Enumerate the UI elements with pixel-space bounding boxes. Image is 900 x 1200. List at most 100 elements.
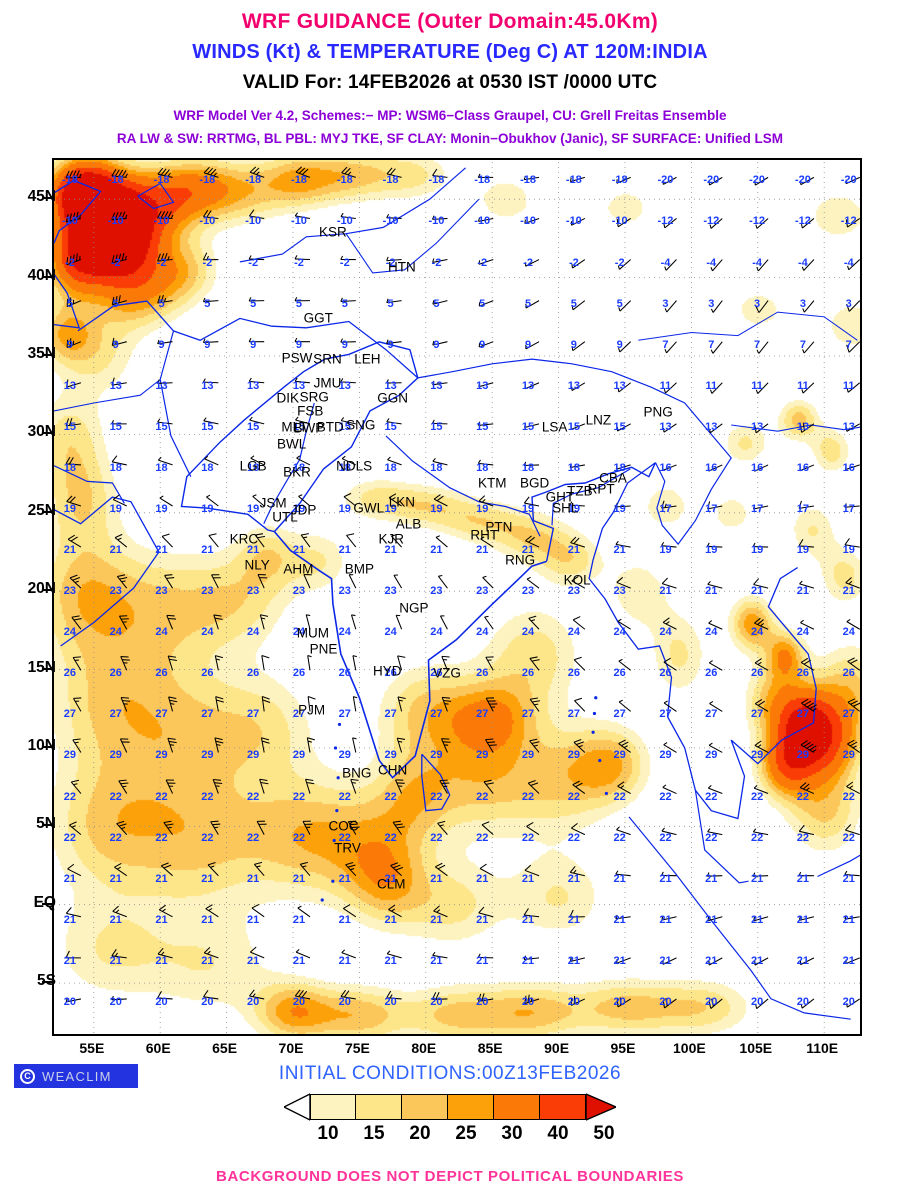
lon-tick-label: 70E xyxy=(278,1040,304,1056)
station-temperature: 21 xyxy=(796,872,810,885)
city-label-psw: PSW xyxy=(281,350,313,366)
station-temperature: 21 xyxy=(430,872,443,885)
station-temperature: 21 xyxy=(796,585,810,598)
station-temperature: 13 xyxy=(659,420,672,433)
colorbar-right-cap xyxy=(586,1093,616,1121)
colorbar-tick-label: 20 xyxy=(409,1123,431,1144)
city-label-alb: ALB xyxy=(395,516,422,532)
station-temperature: 27 xyxy=(109,708,122,721)
station-temperature: 26 xyxy=(63,667,77,680)
station-temperature: 18 xyxy=(613,461,626,474)
weaclim-badge[interactable]: C WEACLIM xyxy=(14,1064,138,1088)
station-temperature: 21 xyxy=(247,544,260,557)
station-temperature: 19 xyxy=(63,503,77,515)
station-temperature: 18 xyxy=(384,461,397,474)
colorbar-tick-label: 50 xyxy=(593,1123,615,1144)
lon-tick-label: 75E xyxy=(344,1040,370,1056)
station-temperature: 18 xyxy=(338,461,351,474)
model-config-line-2: RA LW & SW: RRTMG, BL PBL: MYJ TKE, SF C… xyxy=(116,131,784,146)
station-temperature: 16 xyxy=(796,461,810,474)
station-temperature: 21 xyxy=(384,872,397,885)
station-temperature: 13 xyxy=(476,379,489,392)
station-temperature: 24 xyxy=(109,626,122,639)
station-temperature: 20 xyxy=(201,995,214,1008)
city-label-vzg: VZG xyxy=(433,665,461,681)
city-label-pne: PNE xyxy=(309,641,338,657)
station-temperature: 3 xyxy=(799,297,806,310)
station-temperature: 21 xyxy=(521,544,535,557)
station-temperature: 13 xyxy=(430,379,443,392)
station-temperature: 13 xyxy=(521,379,535,392)
station-temperature: 21 xyxy=(659,913,672,926)
station-temperature: 19 xyxy=(247,503,260,515)
city-label-ahm: AHM xyxy=(283,561,314,577)
station-temperature: 21 xyxy=(338,872,351,885)
station-temperature: 26 xyxy=(292,667,306,680)
station-temperature: -18 xyxy=(428,174,445,187)
station-temperature: 24 xyxy=(796,626,810,639)
station-temperature: 17 xyxy=(750,503,764,515)
station-temperature: 20 xyxy=(430,995,443,1008)
station-temperature: 27 xyxy=(842,708,855,721)
station-temperature: -2 xyxy=(431,256,442,269)
station-temperature: 24 xyxy=(430,626,443,639)
city-label-jmu: JMU xyxy=(313,375,342,391)
station-temperature: 23 xyxy=(63,585,77,598)
station-temperature: 18 xyxy=(155,461,168,474)
lon-tick-label: 105E xyxy=(739,1040,773,1056)
station-temperature: -10 xyxy=(199,215,216,228)
station-temperature: 20 xyxy=(338,995,351,1008)
colorbar-tick-label: 15 xyxy=(363,1123,385,1144)
weather-map[interactable]: -18 -18 -18 -18 -18 -18 -18 -18 -18 -18 -18 -18 -18 -… xyxy=(52,158,862,1036)
station-temperature: 26 xyxy=(796,667,810,680)
station-temperature: 5 xyxy=(250,297,257,310)
station-temperature: 7 xyxy=(754,338,761,351)
page-title: WRF GUIDANCE (Outer Domain:45.0Km) xyxy=(241,10,659,33)
station-temperature: 9 xyxy=(524,338,532,351)
station-temperature: 9 xyxy=(250,338,257,351)
lon-tick-label: 60E xyxy=(145,1040,171,1056)
lon-tick-label: 85E xyxy=(477,1040,503,1056)
station-temperature: 9 xyxy=(387,338,394,351)
station-temperature: -2 xyxy=(110,256,121,269)
station-temperature: -20 xyxy=(749,174,766,187)
station-temperature: 22 xyxy=(338,831,351,844)
station-temperature: 27 xyxy=(796,708,810,721)
station-temperature: 21 xyxy=(750,954,764,967)
station-temperature: 13 xyxy=(155,379,168,392)
station-temperature: -10 xyxy=(245,215,262,228)
city-label-ggn: GGN xyxy=(377,390,408,406)
station-temperature: 21 xyxy=(613,913,626,926)
station-temperature: 11 xyxy=(842,379,855,392)
model-config-line-1: WRF Model Ver 4.2, Schemes:− MP: WSM6−Cl… xyxy=(173,108,727,123)
station-temperature: 29 xyxy=(613,749,626,762)
initial-conditions-label: INITIAL CONDITIONS:00Z13FEB2026 xyxy=(278,1063,622,1084)
station-temperature: 29 xyxy=(750,749,764,762)
city-label-nly: NLY xyxy=(244,557,270,572)
station-temperature: 22 xyxy=(567,831,580,844)
station-temperature: 21 xyxy=(384,954,397,967)
station-temperature: 21 xyxy=(613,544,626,557)
station-temperature: 27 xyxy=(567,708,580,721)
lat-tick-mark xyxy=(42,745,52,748)
station-temperature: 29 xyxy=(338,749,351,762)
station-temperature: 24 xyxy=(842,626,855,639)
station-temperature: -18 xyxy=(474,174,491,187)
station-temperature: -20 xyxy=(840,174,857,187)
station-temperature: 20 xyxy=(750,995,764,1008)
station-temperature: 24 xyxy=(705,626,718,639)
station-temperature: 23 xyxy=(613,585,626,598)
city-label-leh: LEH xyxy=(354,351,381,367)
station-temperature: 29 xyxy=(63,749,77,762)
station-temperature: 22 xyxy=(292,831,306,844)
city-label-png: PNG xyxy=(643,404,673,420)
lat-tick-mark xyxy=(42,902,52,905)
station-temperature: 21 xyxy=(63,544,77,557)
station-temperature: 5 xyxy=(433,297,440,310)
station-temperature: 22 xyxy=(796,790,810,803)
station-temperature: 26 xyxy=(247,667,260,680)
station-temperature: 21 xyxy=(201,913,214,926)
station-temperature: -2 xyxy=(65,256,75,269)
station-temperature: -10 xyxy=(565,215,582,228)
station-temperature: 21 xyxy=(247,913,260,926)
